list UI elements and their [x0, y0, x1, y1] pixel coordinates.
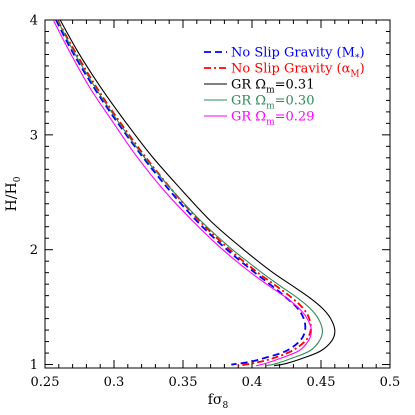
legend-label-main: No Slip Gravity (M [231, 46, 355, 61]
legend-label-subscript: m [266, 102, 275, 112]
legend-label-main: GR Ω [231, 94, 266, 109]
legend-label-main: GR Ω [231, 78, 266, 93]
legend-label-rest: ) [359, 46, 364, 61]
series-line-5 [52, 20, 312, 367]
series-lines [52, 20, 336, 367]
legend-label-1: No Slip Gravity (M*) [231, 46, 365, 64]
legend-label-5: GR Ωm=0.29 [231, 110, 314, 128]
x-tick-label: 0.3 [104, 375, 125, 390]
y-tick-label: 1 [30, 358, 38, 373]
y-axis-title-subscript: 0 [13, 176, 23, 182]
legend-label-2: No Slip Gravity (αM) [231, 62, 365, 80]
y-tick-label: 2 [30, 243, 38, 258]
x-axis-title-main: fσ [208, 392, 223, 408]
axis-ticks: 0.25 0.3 0.35 0.4 0.45 0.5 1 2 3 4 [30, 14, 401, 391]
legend-label-subscript: * [355, 54, 360, 64]
legend-label-4: GR Ωm=0.30 [231, 94, 314, 112]
legend-label-subscript: m [266, 118, 275, 128]
legend-label-rest: =0.31 [275, 78, 315, 93]
legend-label-main: GR Ω [231, 110, 266, 125]
x-tick-label: 0.45 [307, 375, 336, 390]
x-tick-label: 0.35 [169, 375, 198, 390]
x-axis-title: fσ8 [208, 392, 229, 411]
y-tick-label: 3 [30, 128, 38, 143]
legend-label-3: GR Ωm=0.31 [231, 78, 314, 96]
legend: No Slip Gravity (M*)No Slip Gravity (αM)… [204, 46, 365, 128]
legend-label-subscript: M [350, 70, 359, 80]
y-tick-label: 4 [30, 14, 38, 29]
series-line-1 [55, 20, 307, 366]
x-tick-label: 0.5 [380, 375, 401, 390]
legend-label-rest: =0.30 [275, 94, 315, 109]
legend-label-rest: ) [360, 62, 365, 77]
plot-frame [44, 19, 391, 369]
x-tick-label: 0.4 [242, 375, 263, 390]
y-axis-title-main: H/H [4, 182, 20, 211]
legend-label-subscript: m [266, 86, 275, 96]
x-tick-label: 0.25 [31, 375, 60, 390]
series-line-2 [56, 20, 312, 367]
series-line-3 [59, 20, 336, 367]
x-axis-title-subscript: 8 [223, 401, 229, 411]
y-axis-title: H/H0 [4, 176, 23, 211]
legend-label-main: No Slip Gravity (α [231, 62, 351, 77]
legend-label-rest: =0.29 [275, 110, 315, 125]
series-line-4 [56, 20, 323, 367]
